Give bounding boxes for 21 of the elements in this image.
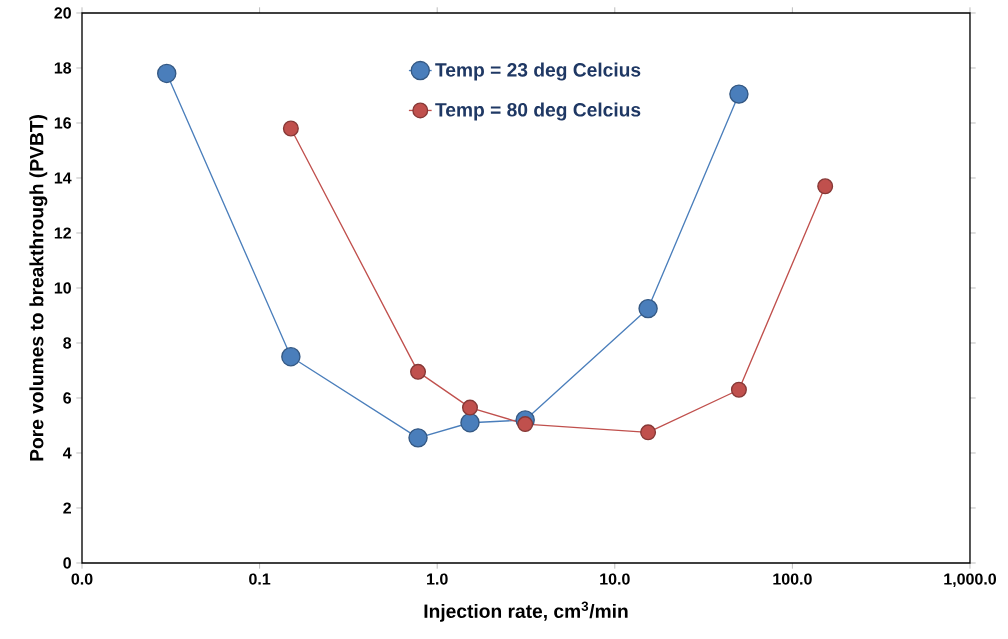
y-tick-label: 8 bbox=[63, 337, 72, 349]
y-tick-label: 14 bbox=[54, 172, 72, 184]
legend-label: Temp = 23 deg Celcius bbox=[435, 62, 641, 81]
x-tick-label: 1.0 bbox=[427, 573, 448, 585]
y-tick-label: 2 bbox=[63, 502, 71, 514]
y-tick-label: 6 bbox=[63, 392, 72, 404]
y-tick-label: 20 bbox=[54, 7, 71, 19]
x-axis-title: Injection rate, cm$^{3}$/min bbox=[424, 601, 628, 622]
y-tick-label: 0 bbox=[63, 557, 71, 569]
x-tick-label: 0.1 bbox=[249, 573, 271, 585]
y-tick-label: 16 bbox=[54, 117, 72, 129]
y-tick-label: 4 bbox=[62, 447, 72, 459]
y-tick-label: 10 bbox=[54, 282, 71, 294]
y-axis-title: Pore volumes to breakthrough (PVBT) bbox=[29, 115, 48, 461]
x-tick-label: 100.0 bbox=[773, 573, 812, 585]
y-tick-label: 18 bbox=[54, 62, 72, 74]
x-tick-label: 0.0 bbox=[71, 573, 93, 585]
y-tick-label: 12 bbox=[54, 227, 71, 239]
x-tick-label: 1,000.0 bbox=[944, 573, 997, 588]
x-tick-label: 10.0 bbox=[600, 573, 630, 585]
legend-label: Temp = 80 deg Celcius bbox=[435, 102, 641, 121]
